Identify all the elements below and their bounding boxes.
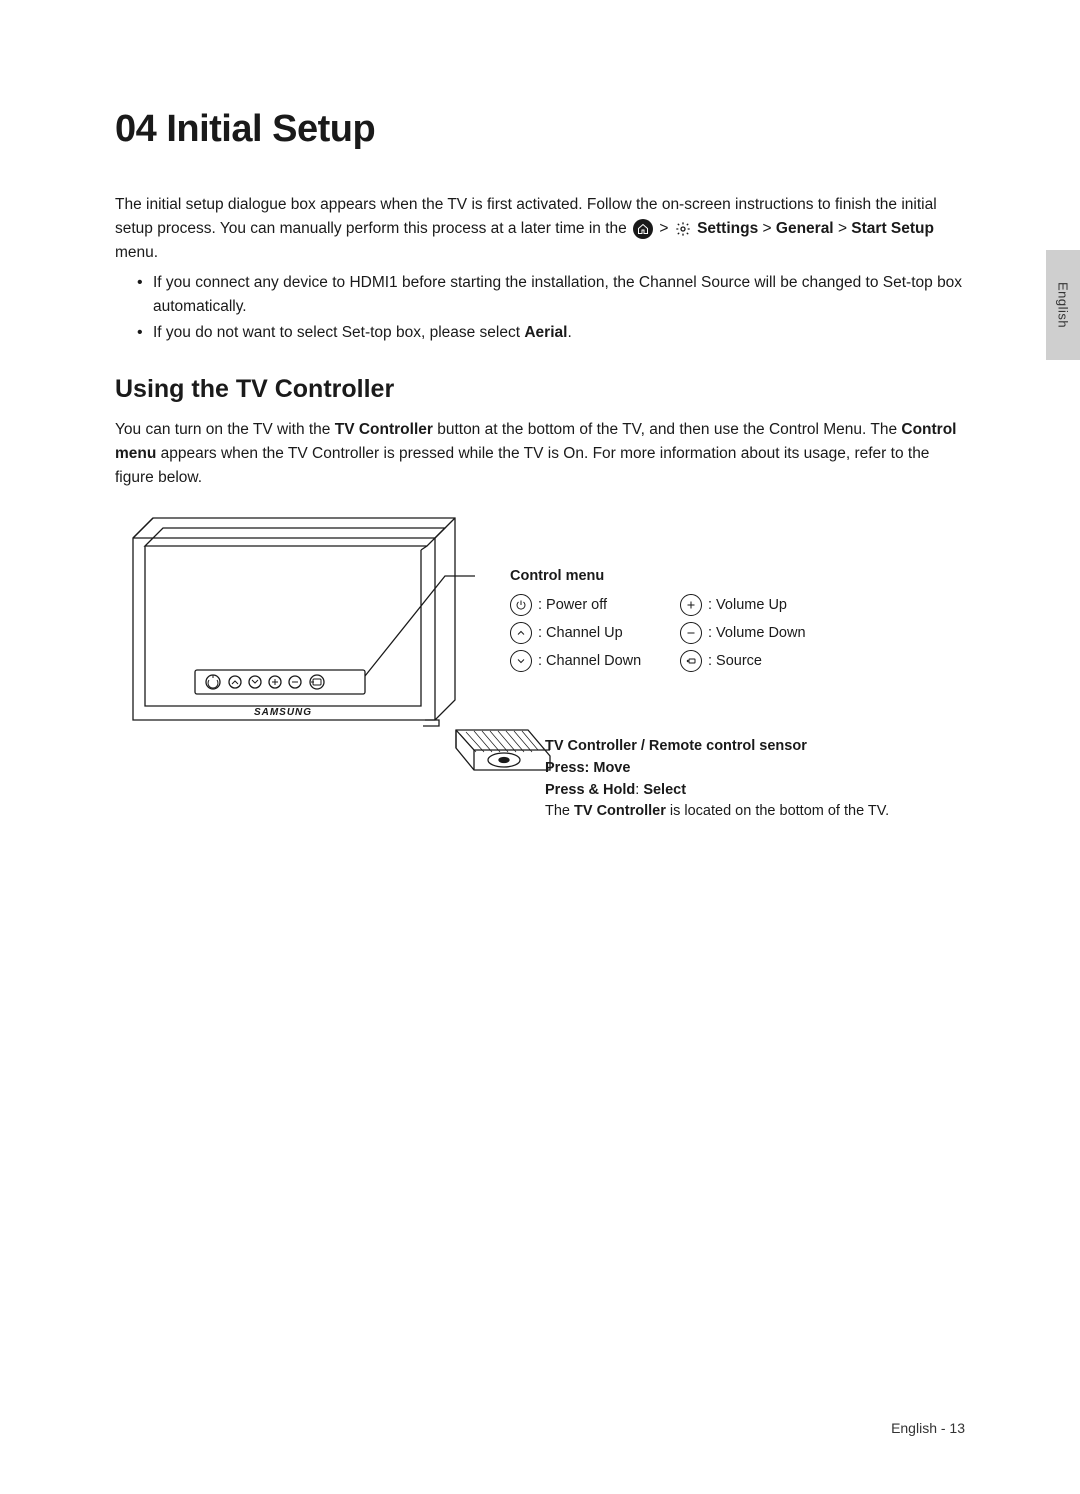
menu-item-volume-down: : Volume Down xyxy=(680,622,806,644)
chevron-up-icon xyxy=(510,622,532,644)
line4-a: The xyxy=(545,803,574,819)
menu-item-power-off: : Power off xyxy=(510,594,680,616)
channel-up-label: : Channel Up xyxy=(538,625,623,641)
bullet-1-text: If you connect any device to HDMI1 befor… xyxy=(153,274,962,315)
controller-info-line1: TV Controller / Remote control sensor xyxy=(545,736,889,758)
tv-diagram: SAMSUNG xyxy=(115,510,475,740)
separator-2: > xyxy=(763,220,776,237)
power-off-label: : Power off xyxy=(538,597,607,613)
samsung-logo: SAMSUNG xyxy=(254,707,312,718)
page-title: 04 Initial Setup xyxy=(115,108,965,151)
menu-row-2: : Channel Up : Volume Down xyxy=(510,622,806,644)
gear-icon xyxy=(675,221,691,237)
press-label: Press: xyxy=(545,760,593,776)
menu-item-volume-up: : Volume Up xyxy=(680,594,787,616)
menu-item-channel-down: : Channel Down xyxy=(510,650,680,672)
bullet-2-bold: Aerial xyxy=(524,324,567,341)
general-label: General xyxy=(776,220,834,237)
section-heading: Using the TV Controller xyxy=(115,375,965,404)
source-icon xyxy=(680,650,702,672)
power-icon xyxy=(510,594,532,616)
separator-1: > xyxy=(659,220,672,237)
figure: SAMSUNG Control menu xyxy=(115,510,965,850)
move-label: Move xyxy=(593,760,630,776)
tv-controller-bold-1: TV Controller xyxy=(335,421,433,438)
controller-info-line3: Press & Hold: Select xyxy=(545,780,889,802)
volume-up-label: : Volume Up xyxy=(708,597,787,613)
select-label: Select xyxy=(643,782,686,798)
start-setup-label: Start Setup xyxy=(851,220,934,237)
press-hold-label: Press & Hold xyxy=(545,782,635,798)
channel-down-label: : Channel Down xyxy=(538,653,641,669)
control-menu-title: Control menu xyxy=(510,568,806,584)
source-label: : Source xyxy=(708,653,762,669)
bullet-2-prefix: If you do not want to select Set-top box… xyxy=(153,324,524,341)
controller-info-line4: The TV Controller is located on the bott… xyxy=(545,801,889,823)
intro-paragraph: The initial setup dialogue box appears w… xyxy=(115,193,965,265)
controller-diagram xyxy=(450,720,560,800)
bullet-1: If you connect any device to HDMI1 befor… xyxy=(137,271,965,319)
para-c: appears when the TV Controller is presse… xyxy=(115,445,929,486)
menu-word: menu. xyxy=(115,244,158,261)
plus-icon xyxy=(680,594,702,616)
para-b: button at the bottom of the TV, and then… xyxy=(433,421,901,438)
page-footer: English - 13 xyxy=(891,1420,965,1436)
controller-info-block: TV Controller / Remote control sensor Pr… xyxy=(545,736,889,823)
menu-item-source: : Source xyxy=(680,650,762,672)
section-paragraph: You can turn on the TV with the TV Contr… xyxy=(115,418,965,490)
menu-row-1: : Power off : Volume Up xyxy=(510,594,806,616)
controller-info-line2: Press: Move xyxy=(545,758,889,780)
page-content: 04 Initial Setup The initial setup dialo… xyxy=(0,0,1080,850)
tv-controller-bold-2: TV Controller xyxy=(574,803,666,819)
chevron-down-icon xyxy=(510,650,532,672)
bullet-2-suffix: . xyxy=(567,324,571,341)
home-icon xyxy=(633,219,653,239)
volume-down-label: : Volume Down xyxy=(708,625,806,641)
separator-3: > xyxy=(838,220,851,237)
menu-item-channel-up: : Channel Up xyxy=(510,622,680,644)
minus-icon xyxy=(680,622,702,644)
intro-bullets: If you connect any device to HDMI1 befor… xyxy=(115,271,965,345)
bullet-2: If you do not want to select Set-top box… xyxy=(137,321,965,345)
line4-c: is located on the bottom of the TV. xyxy=(666,803,889,819)
settings-label: Settings xyxy=(697,220,758,237)
menu-row-3: : Channel Down : Source xyxy=(510,650,806,672)
para-a: You can turn on the TV with the xyxy=(115,421,335,438)
control-menu-block: Control menu : Power off : Volume Up xyxy=(510,568,806,678)
